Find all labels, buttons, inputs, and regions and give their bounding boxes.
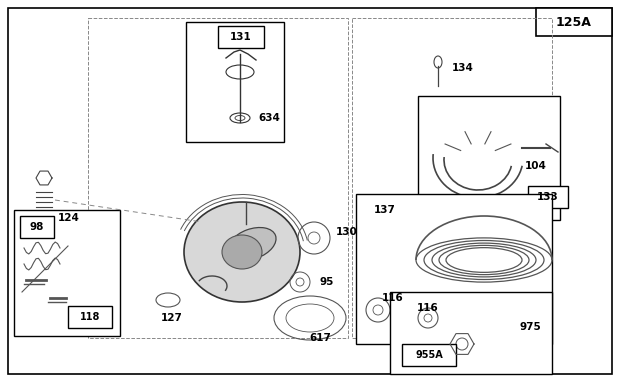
Bar [356,194,552,344]
Bar [88,18,348,338]
Bar [390,292,552,374]
Text: 125A: 125A [556,16,592,29]
Text: 137: 137 [374,205,396,215]
Text: 124: 124 [58,213,80,223]
Text: 118: 118 [80,312,100,322]
Bar [536,8,612,36]
Text: 95: 95 [320,277,334,287]
Bar [20,216,54,238]
Bar [352,18,552,338]
Text: 955A: 955A [415,350,443,360]
Text: 131: 131 [230,32,252,42]
Bar [418,96,560,220]
Text: 130: 130 [336,227,358,237]
Bar [186,22,284,142]
Text: 133: 133 [537,192,559,202]
Text: 975: 975 [519,322,541,332]
Bar [402,344,456,366]
Bar [528,186,568,208]
Ellipse shape [184,202,300,302]
Bar [68,306,112,328]
Text: 104: 104 [525,161,547,171]
Ellipse shape [228,228,276,261]
Text: 98: 98 [30,222,44,232]
Text: 116: 116 [417,303,439,313]
Text: 634: 634 [258,113,280,123]
Bar [510,316,550,338]
Text: 617: 617 [309,333,331,343]
Text: 134: 134 [452,63,474,73]
Bar [14,210,120,336]
Text: 127: 127 [161,313,183,323]
Bar [218,26,264,48]
Text: 116: 116 [382,293,404,303]
Ellipse shape [222,235,262,269]
